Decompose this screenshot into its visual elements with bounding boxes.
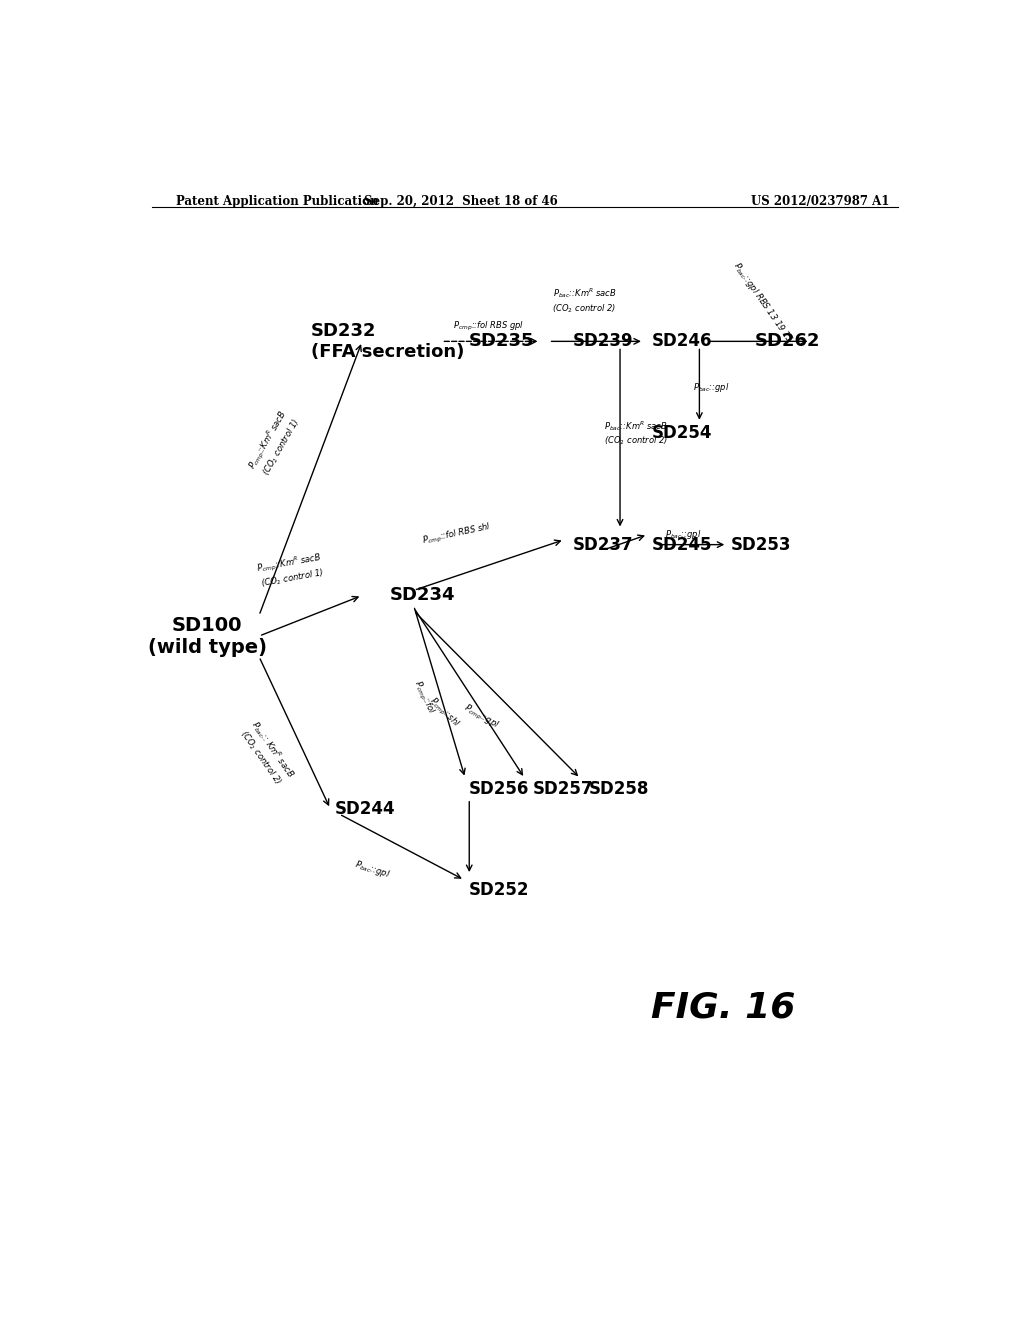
Text: FIG. 16: FIG. 16: [651, 990, 796, 1024]
Text: P$_{bac}$::gpl: P$_{bac}$::gpl: [353, 858, 392, 882]
Text: P$_{bac}$::gpl: P$_{bac}$::gpl: [693, 380, 729, 393]
Text: SD256: SD256: [469, 780, 529, 797]
Text: SD253: SD253: [731, 536, 792, 553]
Text: SD239: SD239: [572, 333, 633, 350]
Text: SD244: SD244: [334, 800, 395, 818]
Text: SD234: SD234: [390, 586, 456, 605]
Text: P$_{bac}$:: Km$^R$ sacB
(CO$_2$ control 2): P$_{bac}$:: Km$^R$ sacB (CO$_2$ control …: [237, 718, 297, 788]
Text: SD254: SD254: [652, 424, 713, 442]
Text: US 2012/0237987 A1: US 2012/0237987 A1: [752, 195, 890, 209]
Text: SD258: SD258: [588, 780, 648, 797]
Text: P$_{cmp}$::shl: P$_{cmp}$::shl: [426, 694, 462, 730]
Text: SD100
(wild type): SD100 (wild type): [147, 615, 267, 656]
Text: SD246: SD246: [652, 333, 713, 350]
Text: SD262: SD262: [755, 333, 820, 350]
Text: P$_{cmp}$::gpl: P$_{cmp}$::gpl: [461, 702, 501, 733]
Text: P$_{bac}$::Km$^R$ sacB
(CO$_2$ control 2): P$_{bac}$::Km$^R$ sacB (CO$_2$ control 2…: [604, 418, 668, 447]
Text: SD235: SD235: [469, 333, 535, 350]
Text: SD257: SD257: [532, 780, 593, 797]
Text: P$_{bac}$::gpl: P$_{bac}$::gpl: [666, 528, 701, 541]
Text: P$_{cmp}$::fol RBS shl: P$_{cmp}$::fol RBS shl: [422, 521, 494, 548]
Text: SD252: SD252: [469, 882, 529, 899]
Text: P$_{cmp}$::fol RBS gpl: P$_{cmp}$::fol RBS gpl: [454, 319, 524, 333]
Text: SD245: SD245: [652, 536, 713, 553]
Text: Patent Application Publication: Patent Application Publication: [176, 195, 378, 209]
Text: SD232
(FFA secretion): SD232 (FFA secretion): [310, 322, 464, 360]
Text: P$_{cmp}$::Km$^R$ sacB
(CO$_2$ control 1): P$_{cmp}$::Km$^R$ sacB (CO$_2$ control 1…: [246, 408, 304, 479]
Text: P$_{bac}$::Km$^R$ sacB
(CO$_2$ control 2): P$_{bac}$::Km$^R$ sacB (CO$_2$ control 2…: [552, 286, 616, 314]
Text: SD237: SD237: [572, 536, 633, 553]
Text: P$_{cmp}$::Km$^R$ sacB
(CO$_2$ control 1): P$_{cmp}$::Km$^R$ sacB (CO$_2$ control 1…: [256, 550, 326, 590]
Text: Sep. 20, 2012  Sheet 18 of 46: Sep. 20, 2012 Sheet 18 of 46: [365, 195, 558, 209]
Text: P$_{bac}$::gpl RBS 13 19 15: P$_{bac}$::gpl RBS 13 19 15: [730, 260, 796, 346]
Text: P$_{cmp}$::fol: P$_{cmp}$::fol: [410, 678, 437, 717]
